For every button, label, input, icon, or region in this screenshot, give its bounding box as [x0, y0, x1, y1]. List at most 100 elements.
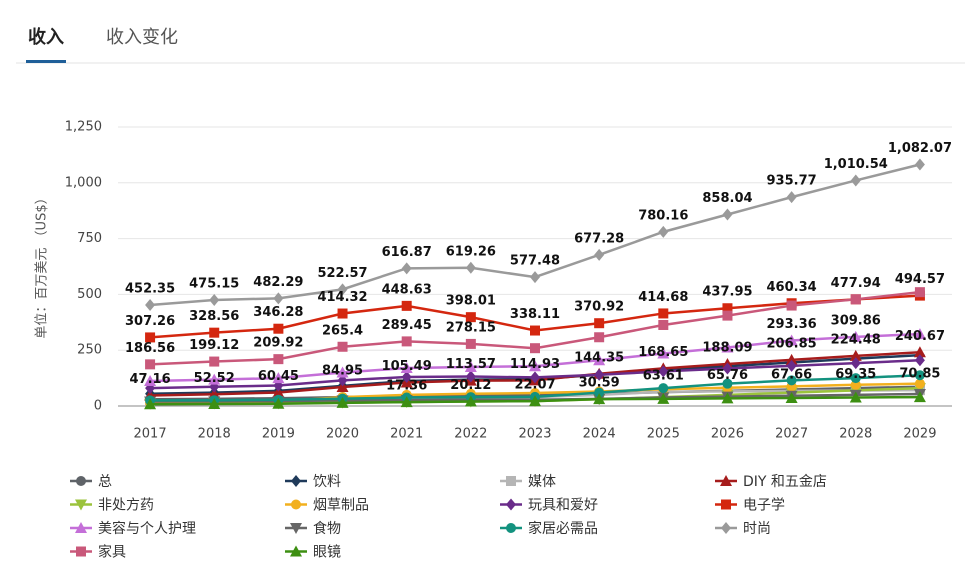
- data-label: 168.65: [638, 345, 688, 360]
- marker: [465, 338, 476, 349]
- tab-active[interactable]: 收入: [28, 26, 64, 48]
- marker: [849, 391, 862, 403]
- marker: [208, 373, 221, 385]
- marker: [657, 392, 670, 404]
- data-label: 475.15: [189, 276, 239, 291]
- marker: [337, 283, 348, 296]
- marker: [658, 308, 669, 319]
- marker: [465, 261, 476, 274]
- marker: [529, 395, 541, 407]
- marker: [849, 330, 862, 342]
- data-label: 69.35: [835, 367, 876, 382]
- legend-label: 非处方药: [98, 498, 154, 514]
- marker: [594, 318, 605, 329]
- legend-marker: [75, 499, 87, 511]
- marker: [722, 362, 733, 375]
- x-tick-label: 2023: [518, 427, 551, 442]
- marker: [144, 375, 157, 387]
- marker: [658, 383, 669, 394]
- marker: [658, 319, 669, 330]
- data-label: 328.56: [189, 309, 239, 324]
- legend-label: 总: [98, 474, 112, 490]
- legend-label: DIY 和五金店: [743, 474, 827, 490]
- legend-label: 食物: [313, 520, 341, 537]
- y-tick-label: 1,250: [65, 120, 102, 135]
- marker: [721, 392, 734, 404]
- tab[interactable]: 收入变化: [106, 27, 178, 48]
- marker: [913, 391, 926, 403]
- marker: [337, 308, 348, 319]
- marker: [336, 381, 349, 393]
- marker: [721, 341, 734, 353]
- y-tick-label: 750: [77, 231, 102, 246]
- marker: [658, 365, 669, 378]
- legend-marker: [290, 545, 302, 557]
- legend-marker: [75, 522, 87, 533]
- y-tick-label: 250: [77, 343, 102, 358]
- data-label: 414.68: [638, 290, 688, 305]
- marker: [401, 300, 412, 311]
- marker: [593, 393, 606, 405]
- x-tick-label: 2019: [262, 427, 295, 442]
- marker: [144, 398, 157, 410]
- marker: [914, 370, 925, 381]
- legend-marker: [721, 499, 731, 510]
- data-label: 677.28: [574, 231, 624, 246]
- data-label: 482.29: [253, 275, 303, 290]
- x-tick-label: 2020: [326, 427, 359, 442]
- marker: [786, 300, 797, 311]
- marker: [913, 346, 926, 358]
- data-label: 224.48: [831, 332, 881, 347]
- x-tick-label: 2028: [839, 427, 872, 442]
- data-label: 460.34: [767, 280, 817, 295]
- data-label: 52.52: [194, 371, 235, 386]
- data-label: 17.36: [386, 379, 427, 394]
- marker: [658, 225, 669, 238]
- data-label: 20.12: [450, 378, 491, 393]
- legend-marker: [291, 475, 301, 487]
- marker: [400, 396, 413, 408]
- x-tick-label: 2027: [775, 427, 808, 442]
- marker: [849, 349, 862, 361]
- marker: [145, 332, 156, 343]
- legend-label: 电子学: [743, 498, 785, 514]
- marker: [400, 362, 413, 374]
- data-label: 1,010.54: [824, 157, 888, 172]
- marker: [914, 158, 925, 171]
- marker: [722, 208, 733, 221]
- marker: [273, 354, 284, 365]
- marker: [530, 371, 540, 384]
- marker: [850, 174, 861, 187]
- data-label: 209.92: [253, 336, 303, 351]
- marker: [913, 328, 926, 340]
- data-label: 494.57: [895, 272, 945, 287]
- marker: [273, 323, 284, 334]
- marker: [786, 191, 797, 204]
- marker: [401, 262, 412, 275]
- data-label: 289.45: [382, 318, 432, 333]
- legend-label: 饮料: [313, 474, 341, 490]
- x-tick-label: 2024: [583, 427, 616, 442]
- data-label: 477.94: [831, 276, 881, 291]
- data-label: 47.16: [130, 372, 171, 387]
- data-label: 437.95: [702, 285, 752, 300]
- data-label: 22.07: [514, 378, 555, 393]
- data-label: 65.76: [707, 368, 748, 383]
- legend-label: 眼镜: [313, 545, 341, 561]
- data-label: 452.35: [125, 282, 175, 297]
- legend-label: 家具: [98, 544, 126, 561]
- marker: [464, 360, 477, 372]
- data-label: 278.15: [446, 320, 496, 335]
- marker: [464, 395, 477, 407]
- data-label: 858.04: [702, 191, 752, 206]
- x-tick-label: 2029: [903, 427, 936, 442]
- marker: [530, 325, 540, 336]
- data-label: 370.92: [574, 300, 624, 315]
- data-label: 67.66: [771, 367, 812, 382]
- data-label: 293.36: [767, 317, 817, 332]
- marker: [272, 386, 285, 398]
- data-label: 240.67: [895, 329, 945, 344]
- legend-label: 家居必需品: [528, 520, 598, 537]
- legend-marker: [290, 523, 302, 534]
